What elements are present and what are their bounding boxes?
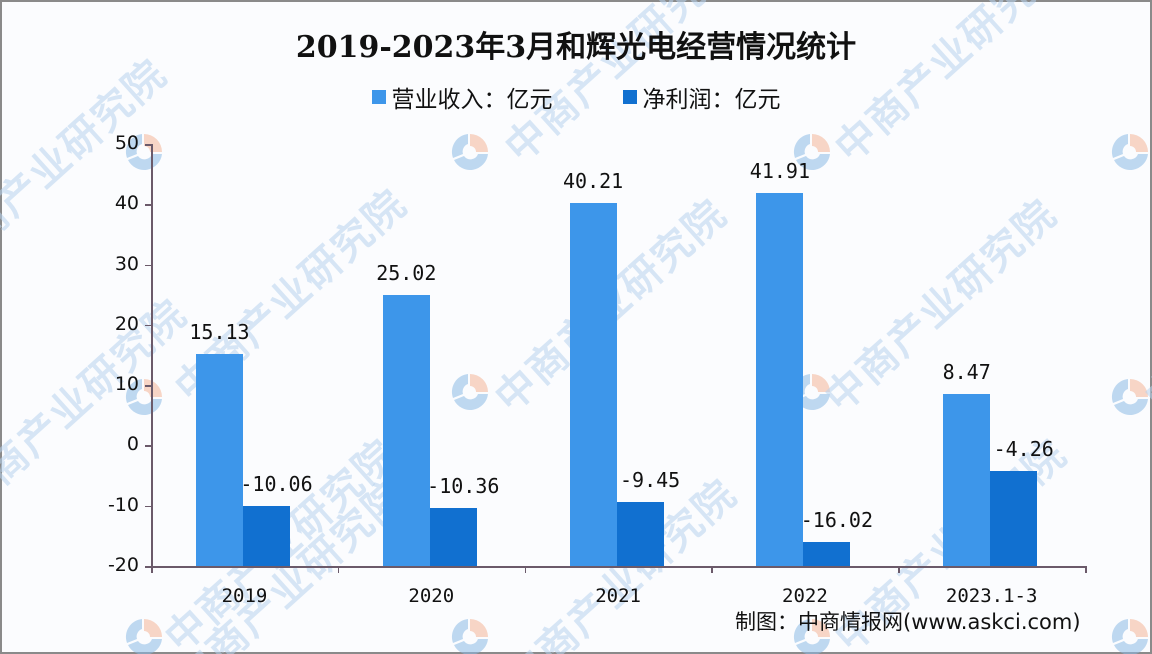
x-tick-mark bbox=[898, 566, 900, 573]
bar-net-profit bbox=[616, 502, 664, 566]
y-tick-label: -10 bbox=[107, 493, 139, 516]
data-label-revenue: 8.47 bbox=[942, 360, 991, 385]
x-tick-mark bbox=[524, 566, 527, 573]
legend: 营业收入：亿元 净利润：亿元 bbox=[0, 80, 1152, 114]
x-tick-mark bbox=[711, 566, 713, 573]
x-tick-mark bbox=[1085, 566, 1087, 573]
x-tick-mark bbox=[337, 566, 340, 573]
y-tick-label: 40 bbox=[114, 192, 139, 215]
x-category-label: 2023.1-3 bbox=[945, 585, 1038, 607]
x-category-label: 2020 bbox=[408, 585, 455, 607]
bar-net-profit bbox=[429, 507, 477, 566]
y-tick-label: 0 bbox=[126, 433, 139, 456]
x-tick-mark bbox=[151, 566, 153, 573]
y-axis-line bbox=[151, 144, 153, 566]
legend-item-revenue: 营业收入：亿元 bbox=[371, 80, 553, 114]
data-label-net-profit: -9.45 bbox=[619, 468, 681, 493]
x-category-label: 2022 bbox=[782, 585, 828, 607]
bar-net-profit bbox=[243, 506, 290, 566]
legend-label-revenue: 营业收入：亿元 bbox=[391, 87, 553, 113]
y-tick-mark bbox=[145, 385, 151, 387]
x-axis-line bbox=[151, 566, 1085, 568]
bar-revenue bbox=[382, 294, 430, 566]
y-tick-label: 30 bbox=[114, 252, 139, 275]
y-tick-mark bbox=[145, 505, 151, 508]
data-label-net-profit: -10.06 bbox=[240, 472, 313, 497]
bar-revenue bbox=[196, 354, 243, 566]
y-tick-label: 10 bbox=[114, 373, 139, 396]
data-label-net-profit: -10.36 bbox=[427, 473, 500, 498]
legend-swatch-net-profit bbox=[622, 90, 637, 104]
y-tick-label: -20 bbox=[107, 554, 139, 576]
legend-label-net-profit: 净利润：亿元 bbox=[642, 87, 781, 113]
y-tick-mark bbox=[145, 264, 151, 267]
data-label-revenue: 40.21 bbox=[562, 169, 624, 194]
y-tick-mark bbox=[145, 204, 151, 206]
data-label-revenue: 41.91 bbox=[749, 158, 810, 183]
x-category-label: 2019 bbox=[221, 585, 268, 607]
legend-item-net-profit: 净利润：亿元 bbox=[622, 80, 781, 114]
y-tick-mark bbox=[145, 445, 151, 447]
data-label-net-profit: -4.26 bbox=[993, 437, 1054, 462]
bar-net-profit bbox=[803, 542, 851, 566]
data-label-net-profit: -16.02 bbox=[800, 508, 874, 532]
y-tick-label: 20 bbox=[114, 312, 139, 335]
y-tick-label: 50 bbox=[114, 132, 139, 154]
y-tick-mark bbox=[145, 144, 151, 146]
y-tick-mark bbox=[145, 324, 151, 327]
bar-net-profit bbox=[990, 471, 1038, 566]
x-category-label: 2021 bbox=[595, 585, 641, 607]
data-label-revenue: 25.02 bbox=[376, 260, 437, 285]
source-credit: 制图：中商情报网(www.askci.com) bbox=[735, 610, 1081, 634]
bar-revenue bbox=[756, 192, 804, 566]
y-tick-mark bbox=[145, 566, 151, 568]
bar-revenue bbox=[943, 394, 991, 566]
bar-revenue bbox=[569, 203, 617, 566]
legend-swatch-revenue bbox=[371, 90, 386, 104]
chart-title: 2019-2023年3月和辉光电经营情况统计 bbox=[295, 30, 857, 65]
data-label-revenue: 15.13 bbox=[189, 320, 250, 345]
